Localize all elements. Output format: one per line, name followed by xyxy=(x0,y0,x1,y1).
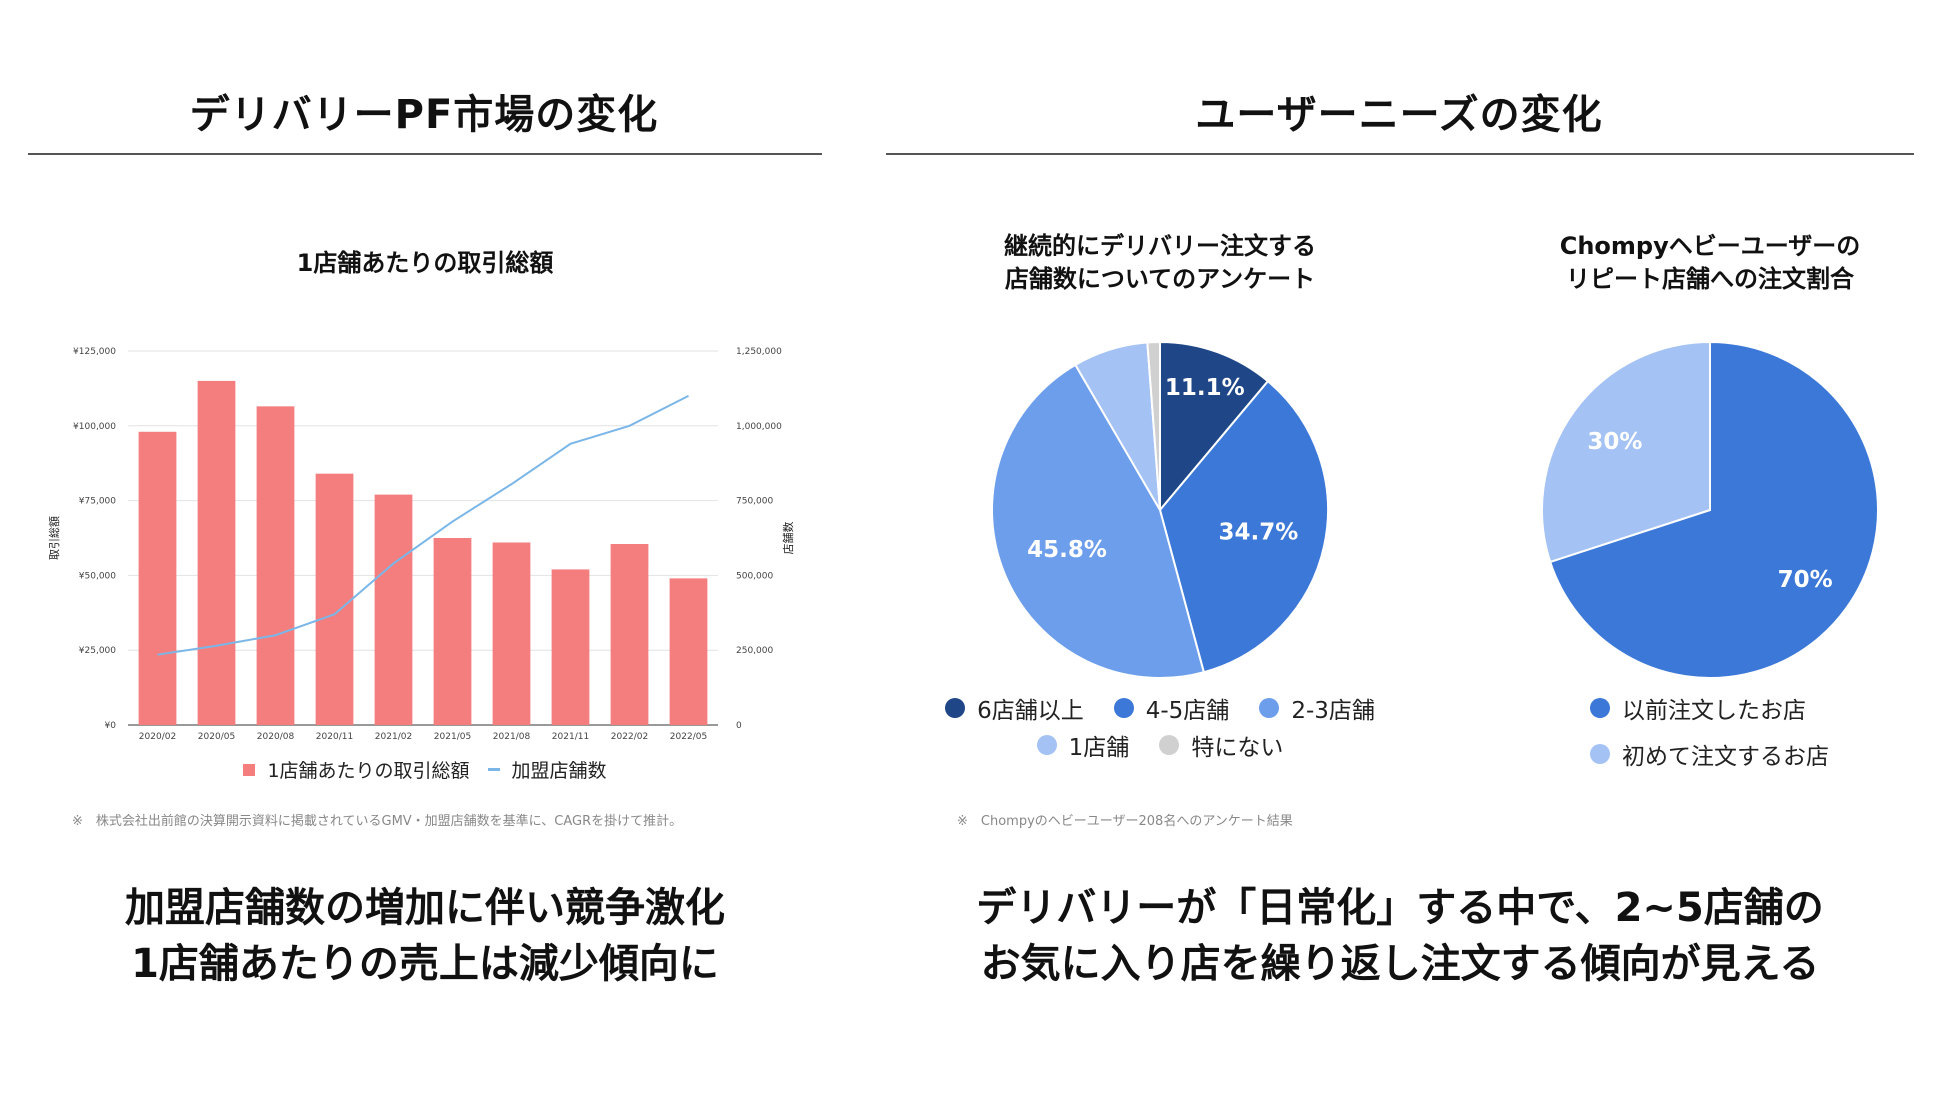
legend-line-swatch xyxy=(487,768,500,771)
y2-tick-label: 250,000 xyxy=(736,646,773,656)
legend-label: 1店舗 xyxy=(1068,735,1130,761)
legend-dot xyxy=(1113,698,1134,718)
bar xyxy=(433,538,472,725)
legend-2-3: 2-3店舗 xyxy=(1259,691,1375,725)
y2-tick-label: 500,000 xyxy=(736,571,773,581)
bar xyxy=(256,406,295,725)
pie-slice-label: 34.7% xyxy=(1219,520,1299,546)
combo-chart: ¥0 0 ¥25,000 250,000 ¥50,000 500,000 ¥75,000 75… xyxy=(47,347,795,742)
legend-6plus: 6店舗以上 xyxy=(945,691,1084,725)
y-tick-label: ¥100,000 xyxy=(73,422,116,432)
legend-dot xyxy=(1590,698,1610,718)
bar xyxy=(669,578,708,725)
legend-label: 以前注文したお店 xyxy=(1622,698,1806,724)
left-conclusion-line1: 加盟店舗数の増加に伴い競争激化 xyxy=(125,885,725,931)
y2-tick-label: 0 xyxy=(736,721,742,731)
bar xyxy=(197,380,236,725)
bar-chart-title: 1店舗あたりの取引総額 xyxy=(296,249,554,277)
y-tick-label: ¥75,000 xyxy=(79,497,116,507)
right-conclusion-line1: デリバリーが「日常化」する中で、2~5店舗の xyxy=(976,885,1824,931)
x-tick-label: 2021/02 xyxy=(375,732,412,742)
x-tick-label: 2020/08 xyxy=(257,732,295,742)
pie1-title-line1: 継続的にデリバリー注文する xyxy=(1004,232,1316,260)
legend-bar-swatch xyxy=(243,763,256,776)
right-divider xyxy=(886,153,1914,155)
legend-label: 6店舗以上 xyxy=(977,698,1084,724)
pie1-title-line2: 店舗数についてのアンケート xyxy=(1004,265,1316,293)
legend-bar-label: 1店舗あたりの取引総額 xyxy=(267,760,470,782)
legend-none: 特にない xyxy=(1159,728,1283,762)
pie-slice xyxy=(1158,379,1329,674)
bar xyxy=(551,569,590,725)
legend-repeat: 以前注文したお店 xyxy=(1590,691,1829,725)
pie1-title: 継続的にデリバリー注文する 店舗数についてのアンケート xyxy=(950,230,1370,296)
y2-tick-label: 1,250,000 xyxy=(736,347,782,357)
x-tick-label: 2022/05 xyxy=(670,732,707,742)
left-divider xyxy=(28,153,822,155)
right-conclusion-line2: お気に入り店を繰り返し注文する傾向が見える xyxy=(980,941,1820,987)
pie-slice-label: 30% xyxy=(1587,429,1642,455)
pie-slice-label: 11.1% xyxy=(1165,375,1245,401)
combo-legend: 1店舗あたりの取引総額 加盟店舗数 xyxy=(110,756,740,783)
legend-label: 4-5店舗 xyxy=(1145,698,1230,724)
pie-slice xyxy=(1541,340,1711,564)
right-footnote: ※ Chompyのヘビーユーザー208名へのアンケート結果 xyxy=(957,814,1293,829)
right-conclusion: デリバリーが「日常化」する中で、2~5店舗の お気に入り店を繰り返し注文する傾向… xyxy=(886,880,1914,992)
legend-dot xyxy=(1159,735,1180,755)
x-tick-label: 2020/02 xyxy=(139,732,176,742)
pie1-legend-row1: 6店舗以上 4-5店舗 2-3店舗 xyxy=(900,691,1420,725)
line-series-store-count xyxy=(157,394,689,656)
legend-label: 特にない xyxy=(1191,735,1284,761)
right-heading: ユーザーニーズの変化 xyxy=(1195,92,1603,138)
x-tick-label: 2020/11 xyxy=(316,732,353,742)
pie-slice-label: 45.8% xyxy=(1027,537,1107,563)
y-tick-label: ¥125,000 xyxy=(73,347,116,357)
pie-chart-store-count: 11.1% 34.7% 45.8% xyxy=(991,340,1329,679)
x-tick-label: 2021/11 xyxy=(552,732,589,742)
pie2-title-line1: Chompyヘビーユーザーの xyxy=(1559,232,1861,260)
left-heading: デリバリーPF市場の変化 xyxy=(189,92,659,138)
legend-1: 1店舗 xyxy=(1036,728,1130,762)
left-conclusion: 加盟店舗数の増加に伴い競争激化 1店舗あたりの売上は減少傾向に xyxy=(28,880,822,992)
y-tick-label: ¥0 xyxy=(105,721,117,731)
legend-bar-item: 1店舗あたりの取引総額 xyxy=(243,756,470,783)
legend-dot xyxy=(1590,744,1610,764)
x-tick-label: 2021/05 xyxy=(434,732,471,742)
legend-dot xyxy=(1036,735,1057,755)
legend-dot xyxy=(945,698,966,718)
bar xyxy=(610,543,649,725)
left-conclusion-line2: 1店舗あたりの売上は減少傾向に xyxy=(131,941,719,987)
left-footnote: ※ 株式会社出前館の決算開示資料に掲載されているGMV・加盟店舗数を基準に、CA… xyxy=(72,814,683,829)
pie2-title: Chompyヘビーユーザーの リピート店舗への注文割合 xyxy=(1500,230,1920,296)
legend-dot xyxy=(1259,698,1280,718)
y-tick-label: ¥25,000 xyxy=(79,646,116,656)
legend-first: 初めて注文するお店 xyxy=(1590,737,1829,771)
pie-slice-label: 70% xyxy=(1778,567,1833,593)
legend-label: 2-3店舗 xyxy=(1291,698,1375,724)
y2-tick-label: 1,000,000 xyxy=(736,422,782,432)
pie-slice xyxy=(991,363,1206,679)
pie2-title-line2: リピート店舗への注文割合 xyxy=(1566,265,1854,293)
pie2-legend: 以前注文したお店 初めて注文するお店 xyxy=(1590,691,1829,771)
y-axis-title: 取引総額 xyxy=(47,516,61,560)
bar xyxy=(138,431,177,725)
legend-4-5: 4-5店舗 xyxy=(1113,691,1230,725)
pie1-legend-row2: 1店舗 特にない xyxy=(900,728,1420,762)
pie-slice xyxy=(1159,340,1270,513)
y2-axis-title: 店舗数 xyxy=(781,522,795,555)
x-tick-label: 2022/02 xyxy=(611,732,648,742)
y-tick-label: ¥50,000 xyxy=(79,571,116,581)
y2-tick-label: 750,000 xyxy=(736,497,773,507)
pie-chart-repeat-ratio: 70% 30% xyxy=(1541,340,1879,679)
pie-slice xyxy=(1146,340,1161,511)
legend-line-label: 加盟店舗数 xyxy=(511,760,607,782)
x-tick-label: 2021/08 xyxy=(493,732,531,742)
pie-slice xyxy=(1548,340,1879,679)
x-tick-label: 2020/05 xyxy=(198,732,235,742)
legend-label: 初めて注文するお店 xyxy=(1622,744,1829,770)
bar xyxy=(492,542,531,725)
bar xyxy=(315,473,354,725)
legend-line-item: 加盟店舗数 xyxy=(487,756,607,783)
bar xyxy=(374,494,413,725)
